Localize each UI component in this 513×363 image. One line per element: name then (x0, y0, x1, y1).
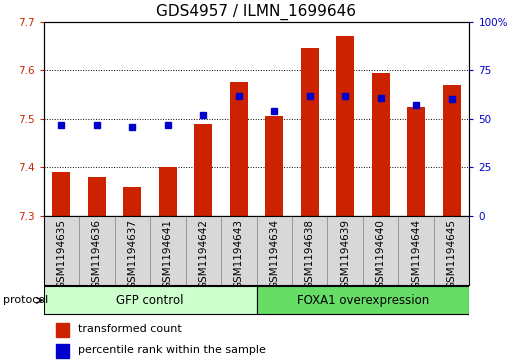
Bar (150, 216, 186, 285)
Text: GSM1194645: GSM1194645 (447, 219, 457, 289)
Bar (443, 85, 461, 216)
Bar (301, 49, 319, 216)
Text: GSM1194638: GSM1194638 (305, 219, 314, 289)
Bar (44, 286, 256, 314)
Bar (363, 216, 399, 285)
Bar (292, 216, 327, 285)
Bar (56, 344, 69, 358)
Bar (88, 177, 106, 216)
Bar (407, 107, 425, 216)
Bar (399, 216, 434, 285)
Text: GSM1194635: GSM1194635 (56, 219, 66, 289)
Bar (221, 216, 256, 285)
Text: GSM1194641: GSM1194641 (163, 219, 173, 289)
Bar (265, 117, 283, 216)
Bar (194, 124, 212, 216)
Bar (327, 216, 363, 285)
Bar (230, 82, 248, 216)
Text: GSM1194637: GSM1194637 (127, 219, 137, 289)
Text: GSM1194634: GSM1194634 (269, 219, 279, 289)
Text: GFP control: GFP control (116, 294, 184, 307)
Text: GSM1194636: GSM1194636 (92, 219, 102, 289)
Text: GSM1194643: GSM1194643 (234, 219, 244, 289)
Bar (372, 73, 389, 216)
Text: GSM1194640: GSM1194640 (376, 219, 386, 289)
Bar (434, 216, 469, 285)
Text: transformed count: transformed count (77, 324, 182, 334)
Text: protocol: protocol (3, 295, 48, 305)
Bar (186, 216, 221, 285)
Bar (124, 187, 141, 216)
Bar (337, 36, 354, 216)
Bar (256, 286, 469, 314)
Text: FOXA1 overexpression: FOXA1 overexpression (297, 294, 429, 307)
Bar (79, 216, 114, 285)
Bar (56, 323, 69, 337)
Bar (114, 216, 150, 285)
Title: GDS4957 / ILMN_1699646: GDS4957 / ILMN_1699646 (156, 4, 357, 20)
Bar (52, 172, 70, 216)
Text: GSM1194642: GSM1194642 (199, 219, 208, 289)
Bar (256, 216, 292, 285)
Bar (159, 167, 176, 216)
Text: percentile rank within the sample: percentile rank within the sample (77, 345, 266, 355)
Text: GSM1194644: GSM1194644 (411, 219, 421, 289)
Text: GSM1194639: GSM1194639 (340, 219, 350, 289)
Bar (44, 216, 79, 285)
